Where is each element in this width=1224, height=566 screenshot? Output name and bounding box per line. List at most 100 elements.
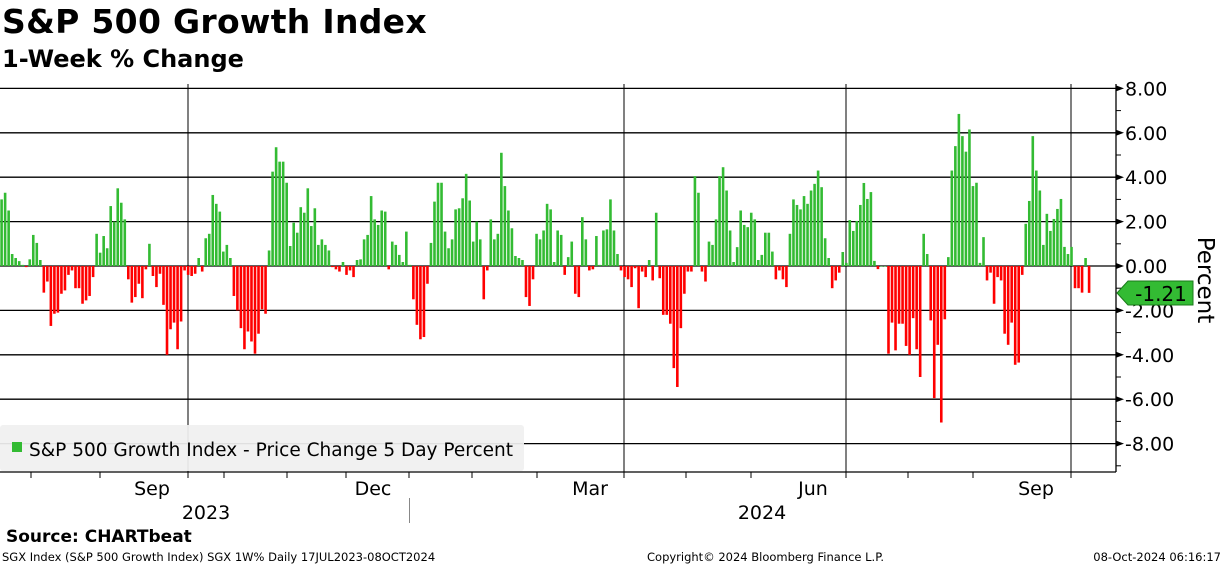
bar [792,199,795,266]
bar [577,266,581,298]
bar [489,219,493,266]
bar [1038,190,1042,266]
bar [345,266,348,275]
bar [134,266,137,298]
bar [285,182,288,266]
bar [21,264,25,266]
bar [359,259,362,266]
bar [380,210,383,266]
bar [841,252,845,266]
y-tick-label: -8.00 [1125,434,1174,456]
bar [485,266,489,271]
bar [507,210,510,266]
bar [3,192,7,266]
bar [531,266,535,280]
bar [809,190,813,266]
x-tick-label: Jun [797,478,828,500]
bar [876,266,880,270]
bar [823,238,827,266]
bar [623,266,626,278]
bar [148,243,151,266]
bar [552,262,556,266]
bar [651,266,654,281]
bar [443,231,447,266]
bar [77,266,81,289]
bar [528,266,531,306]
bar [278,161,281,266]
bar [274,147,278,266]
bar [1006,266,1010,345]
y-tick-label: -2.00 [1125,300,1174,322]
bar [943,266,947,320]
bar [658,266,662,279]
bar [42,266,46,293]
bar [538,239,542,266]
bar [457,208,461,266]
bar [922,233,925,266]
x-tick-label: Sep [134,478,170,500]
bar [767,232,771,266]
bar [155,266,158,288]
bar [493,239,496,266]
y-tick-arrow [1116,85,1124,92]
bar [415,266,419,325]
bar [352,266,355,278]
bar [334,266,338,270]
legend: S&P 500 Growth Index - Price Change 5 Da… [0,425,524,471]
bar [331,266,334,268]
bar [742,224,746,266]
y-tick-arrow [1116,263,1124,269]
bar [1077,266,1080,289]
bars [0,113,1091,423]
y-tick-label: -4.00 [1125,345,1174,367]
bar [1084,258,1087,266]
bar [992,266,996,304]
bar [1073,266,1077,289]
bar [1010,266,1013,323]
bar [556,230,559,266]
bar [222,251,225,266]
bar [932,266,936,399]
y-tick-label: 0.00 [1125,256,1167,278]
bar [14,258,17,266]
bar [130,266,134,303]
bar [989,266,992,273]
bar [348,266,352,271]
y-tick-arrow [1116,218,1124,225]
bar [53,266,56,314]
bar [1045,213,1049,266]
legend-label: S&P 500 Growth Index - Price Change 5 Da… [29,440,513,461]
bar [461,198,464,266]
bar [394,244,398,266]
bar [778,266,781,271]
bar [672,266,676,369]
bar [616,254,619,266]
bar [756,260,760,266]
bar [436,182,440,266]
bar [975,182,978,266]
bar [637,266,640,309]
bar [746,227,750,266]
bar [478,239,482,266]
bar [788,233,792,266]
bar [137,266,141,284]
bar [310,226,313,266]
y-tick-label: -6.00 [1125,389,1174,411]
bar [271,171,274,266]
bar [292,222,296,266]
bar [373,219,376,266]
bar [0,199,3,266]
bar [112,221,116,266]
bar [1031,136,1035,266]
bar [739,210,742,266]
bar [482,266,486,300]
bar [644,266,647,278]
bar [1027,200,1031,266]
y-tick-arrow [1116,129,1124,136]
bar [654,212,658,266]
bar [816,170,820,266]
bar [281,161,285,266]
bar [408,264,412,266]
bar [383,211,387,266]
bar [749,212,753,266]
